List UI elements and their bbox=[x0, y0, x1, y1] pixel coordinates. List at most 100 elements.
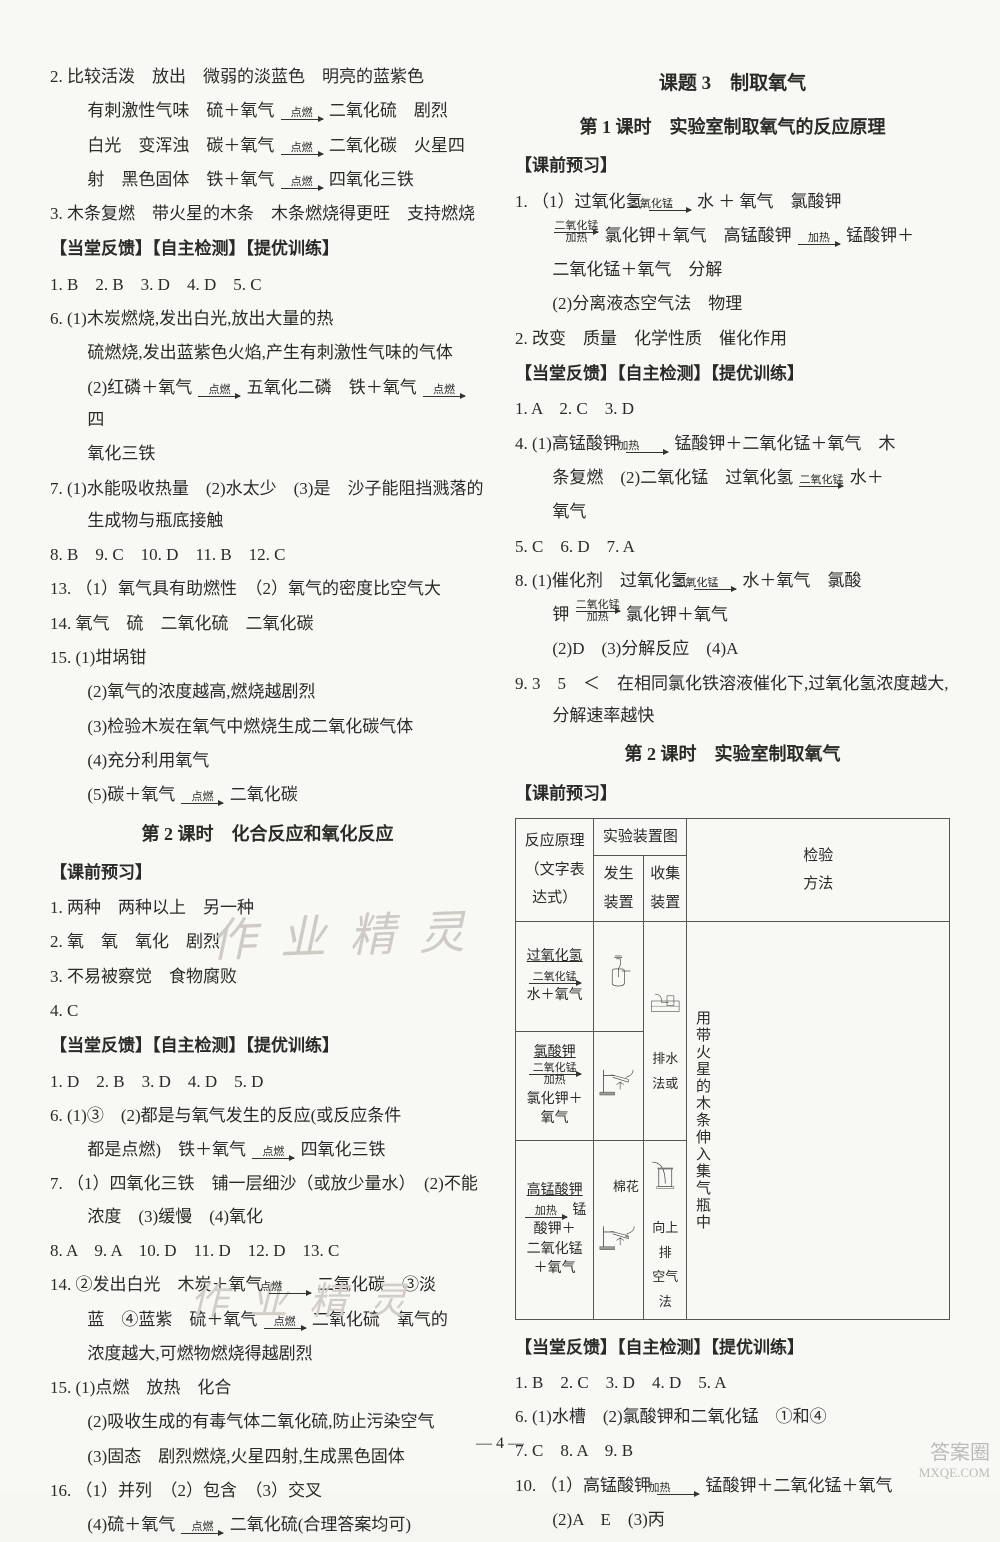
arrow-icon: 加热 bbox=[798, 233, 840, 245]
lesson-1-heading: 第 1 课时 实验室制取氧气的反应原理 bbox=[515, 110, 950, 144]
page-number: — 4 — bbox=[0, 1435, 1000, 1453]
th-apparatus: 实验装置图 bbox=[594, 818, 687, 856]
test-tube-stand-icon bbox=[598, 1036, 639, 1126]
upward-air-icon bbox=[648, 1145, 683, 1205]
section-heading: 【当堂反馈】【自主检测】【提优训练】 bbox=[515, 1332, 950, 1364]
row1-2-collect: 排水法或 bbox=[643, 922, 687, 1141]
row3-reaction: 高锰酸钾 加热 锰酸钾＋ 二氧化锰＋氧气 bbox=[516, 1141, 594, 1319]
th-reaction: 反应原理 （文字表达式） bbox=[516, 818, 594, 922]
r-item-1b: 二氧化锰 加热 氯化钾＋氧气 高锰酸钾 加热 锰酸钾＋ bbox=[515, 220, 950, 252]
item-6a: 6. (1)木炭燃烧,发出白光,放出大量的热 bbox=[50, 303, 485, 335]
mc-8-13: 8. A 9. A 10. D 11. D 12. D 13. C bbox=[50, 1235, 485, 1267]
section-heading: 【课前预习】 bbox=[50, 857, 485, 889]
flask-funnel-icon bbox=[598, 926, 639, 1016]
item-2-cont-a: 有刺激性气味 硫＋氧气 点燃 二氧化硫 剧烈 bbox=[50, 95, 485, 127]
arrow-icon: 二氧化锰 bbox=[529, 972, 581, 984]
row3-gen-diagram: 棉花 bbox=[594, 1141, 644, 1319]
section-heading: 【当堂反馈】【自主检测】【提优训练】 bbox=[50, 1030, 485, 1062]
item-6b2: 都是点燃) 铁＋氧气 点燃 四氧化三铁 bbox=[50, 1134, 485, 1166]
row2-reaction: 氯酸钾 二氧化锰 加热 氯化钾＋氧气 bbox=[516, 1031, 594, 1141]
r-item-1d: (2)分离液态空气法 物理 bbox=[515, 288, 950, 320]
item-15b: (2)氧气的浓度越高,燃烧越剧烈 bbox=[50, 676, 485, 708]
section-heading: 【课前预习】 bbox=[515, 778, 950, 810]
pre-4: 4. C bbox=[50, 995, 485, 1027]
r-item-1c: 二氧化锰＋氧气 分解 bbox=[515, 254, 950, 286]
mc-1-3: 1. A 2. C 3. D bbox=[515, 393, 950, 425]
arrow-icon: 二氧化锰 bbox=[694, 578, 736, 590]
r-item-4b: 条复燃 (2)二氧化锰 过氧化氢 二氧化锰 水＋ bbox=[515, 462, 950, 494]
arrow-icon: 二氧化锰 bbox=[649, 199, 691, 211]
item-6a2: 6. (1)③ (2)都是与氧气发生的反应(或反应条件 bbox=[50, 1100, 485, 1132]
arrow-icon: 点燃 bbox=[181, 792, 223, 804]
section-heading: 【课前预习】 bbox=[515, 150, 950, 182]
item-14: 14. 氧气 硫 二氧化硫 二氧化碳 bbox=[50, 608, 485, 640]
item-7: 7. (1)水能吸收热量 (2)水太少 (3)是 沙子能阻挡溅落的生成物与瓶底接… bbox=[50, 473, 485, 538]
item-15b2: (2)吸收生成的有毒气体二氧化硫,防止污染空气 bbox=[50, 1406, 485, 1438]
arrow-icon: 点燃 bbox=[181, 1522, 223, 1534]
r-item-9: 9. 3 5 ＜ 在相同氯化铁溶液催化下,过氧化氢浓度越大,分解速率越快 bbox=[515, 668, 950, 733]
th-method: 检验 方法 bbox=[687, 818, 950, 922]
item-15d: (4)充分利用氧气 bbox=[50, 745, 485, 777]
arrow-icon: 二氧化锰 bbox=[799, 475, 843, 487]
item-2-cont-c: 射 黑色固体 铁＋氧气 点燃 四氧化三铁 bbox=[50, 164, 485, 196]
item-14d: 浓度越大,可燃物燃烧得越剧烈 bbox=[50, 1338, 485, 1370]
r-item-1a: 1. （1）过氧化氢 二氧化锰 水 ＋ 氧气 氯酸钾 bbox=[515, 186, 950, 218]
item-15a: 15. (1)坩埚钳 bbox=[50, 642, 485, 674]
experiment-table: 反应原理 （文字表达式） 实验装置图 检验 方法 发生装置 收集装置 过氧化氢 bbox=[515, 818, 950, 1320]
item-6d: 氧化三铁 bbox=[50, 438, 485, 470]
water-trough-icon bbox=[648, 966, 683, 1036]
item-7b: 7. （1）四氧化三铁 铺一层细沙（或放少量水） (2)不能 浓度 (3)缓慢 … bbox=[50, 1168, 485, 1233]
item-16b: (4)硫＋氧气 点燃 二氧化硫(合理答案均可) bbox=[50, 1509, 485, 1541]
item-16a: 16. （1）并列 （2）包含 （3）交叉 bbox=[50, 1475, 485, 1507]
item-14b: 14. ②发出白光 木炭＋氧气 点燃 二氧化碳 ③淡 bbox=[50, 1269, 485, 1301]
two-column-layout: 2. 比较活泼 放出 微弱的淡蓝色 明亮的蓝紫色 有刺激性气味 硫＋氧气 点燃 … bbox=[50, 60, 950, 1400]
page: 作 业 精 灵 作 业 精 灵 2. 比较活泼 放出 微弱的淡蓝色 明亮的蓝紫色… bbox=[0, 0, 1000, 1491]
topic-3-heading: 课题 3 制取氧气 bbox=[515, 66, 950, 102]
corner-watermark: 答案圈 MXQE.COM bbox=[919, 1441, 990, 1481]
section-heading: 【当堂反馈】【自主检测】【提优训练】 bbox=[50, 233, 485, 265]
r-item-2: 2. 改变 质量 化学性质 催化作用 bbox=[515, 323, 950, 355]
section-heading: 【当堂反馈】【自主检测】【提优训练】 bbox=[515, 358, 950, 390]
lesson-2-heading: 第 2 课时 化合反应和氧化反应 bbox=[50, 817, 485, 851]
item-15c: (3)检验木炭在氧气中燃烧生成二氧化碳气体 bbox=[50, 711, 485, 743]
arrow-icon: 点燃 bbox=[269, 1282, 311, 1294]
s-item-10a: 10. （1）高锰酸钾 加热 锰酸钾＋二氧化锰＋氧气 bbox=[515, 1470, 950, 1502]
item-15e: (5)碳＋氧气 点燃 二氧化碳 bbox=[50, 779, 485, 811]
arrow-icon: 二氧化锰 加热 bbox=[529, 1063, 581, 1086]
item-15a2: 15. (1)点燃 放热 化合 bbox=[50, 1372, 485, 1404]
pre-3: 3. 不易被察觉 食物腐败 bbox=[50, 961, 485, 993]
mc-5-7: 5. C 6. D 7. A bbox=[515, 531, 950, 563]
r-item-8a: 8. (1)催化剂 过氧化氢 二氧化锰 水＋氧气 氯酸 bbox=[515, 565, 950, 597]
row3-collect: 向上排 空气法 bbox=[643, 1141, 687, 1319]
arrow-icon: 点燃 bbox=[252, 1147, 294, 1159]
th-collect: 收集装置 bbox=[643, 856, 687, 922]
arrow-icon: 二氧化锰 加热 bbox=[576, 600, 620, 623]
mc-1-5c: 1. B 2. C 3. D 4. D 5. A bbox=[515, 1367, 950, 1399]
left-column: 2. 比较活泼 放出 微弱的淡蓝色 明亮的蓝紫色 有刺激性气味 硫＋氧气 点燃 … bbox=[50, 60, 485, 1400]
arrow-icon: 点燃 bbox=[281, 108, 323, 120]
item-14c: 蓝 ④蓝紫 硫＋氧气 点燃 二氧化硫 氧气的 bbox=[50, 1304, 485, 1336]
arrow-icon: 点燃 bbox=[281, 177, 323, 189]
arrow-icon: 点燃 bbox=[423, 385, 465, 397]
row1-reaction: 过氧化氢 二氧化锰 水＋氧气 bbox=[516, 922, 594, 1032]
right-column: 课题 3 制取氧气 第 1 课时 实验室制取氧气的反应原理 【课前预习】 1. … bbox=[515, 60, 950, 1400]
row1-gen-diagram bbox=[594, 922, 644, 1032]
mc-1-5b: 1. D 2. B 3. D 4. D 5. D bbox=[50, 1066, 485, 1098]
r-item-4a: 4. (1)高锰酸钾 加热 锰酸钾＋二氧化锰＋氧气 木 bbox=[515, 428, 950, 460]
arrow-icon: 加热 bbox=[626, 441, 668, 453]
item-2: 2. 比较活泼 放出 微弱的淡蓝色 明亮的蓝紫色 bbox=[50, 61, 485, 93]
s-item-6: 6. (1)水槽 (2)氯酸钾和二氧化锰 ①和④ bbox=[515, 1401, 950, 1433]
r-item-8c: (2)D (3)分解反应 (4)A bbox=[515, 633, 950, 665]
item-6c: (2)红磷＋氧气 点燃 五氧化二磷 铁＋氧气 点燃 四 bbox=[50, 372, 485, 437]
r-item-8b: 钾 二氧化锰 加热 氯化钾＋氧气 bbox=[515, 599, 950, 631]
row2-gen-diagram bbox=[594, 1031, 644, 1141]
mc-8-12: 8. B 9. C 10. D 11. B 12. C bbox=[50, 539, 485, 571]
th-gen: 发生装置 bbox=[594, 856, 644, 922]
item-6b: 硫燃烧,发出蓝紫色火焰,产生有刺激性气味的气体 bbox=[50, 337, 485, 369]
arrow-icon: 点燃 bbox=[198, 385, 240, 397]
method-cell: 用带火星的木条伸入集气瓶中 bbox=[687, 922, 950, 1319]
item-3: 3. 木条复燃 带火星的木条 木条燃烧得更旺 支持燃烧 bbox=[50, 198, 485, 230]
arrow-icon: 加热 bbox=[657, 1483, 699, 1495]
pre-1: 1. 两种 两种以上 另一种 bbox=[50, 892, 485, 924]
mc-1-5: 1. B 2. B 3. D 4. D 5. C bbox=[50, 269, 485, 301]
